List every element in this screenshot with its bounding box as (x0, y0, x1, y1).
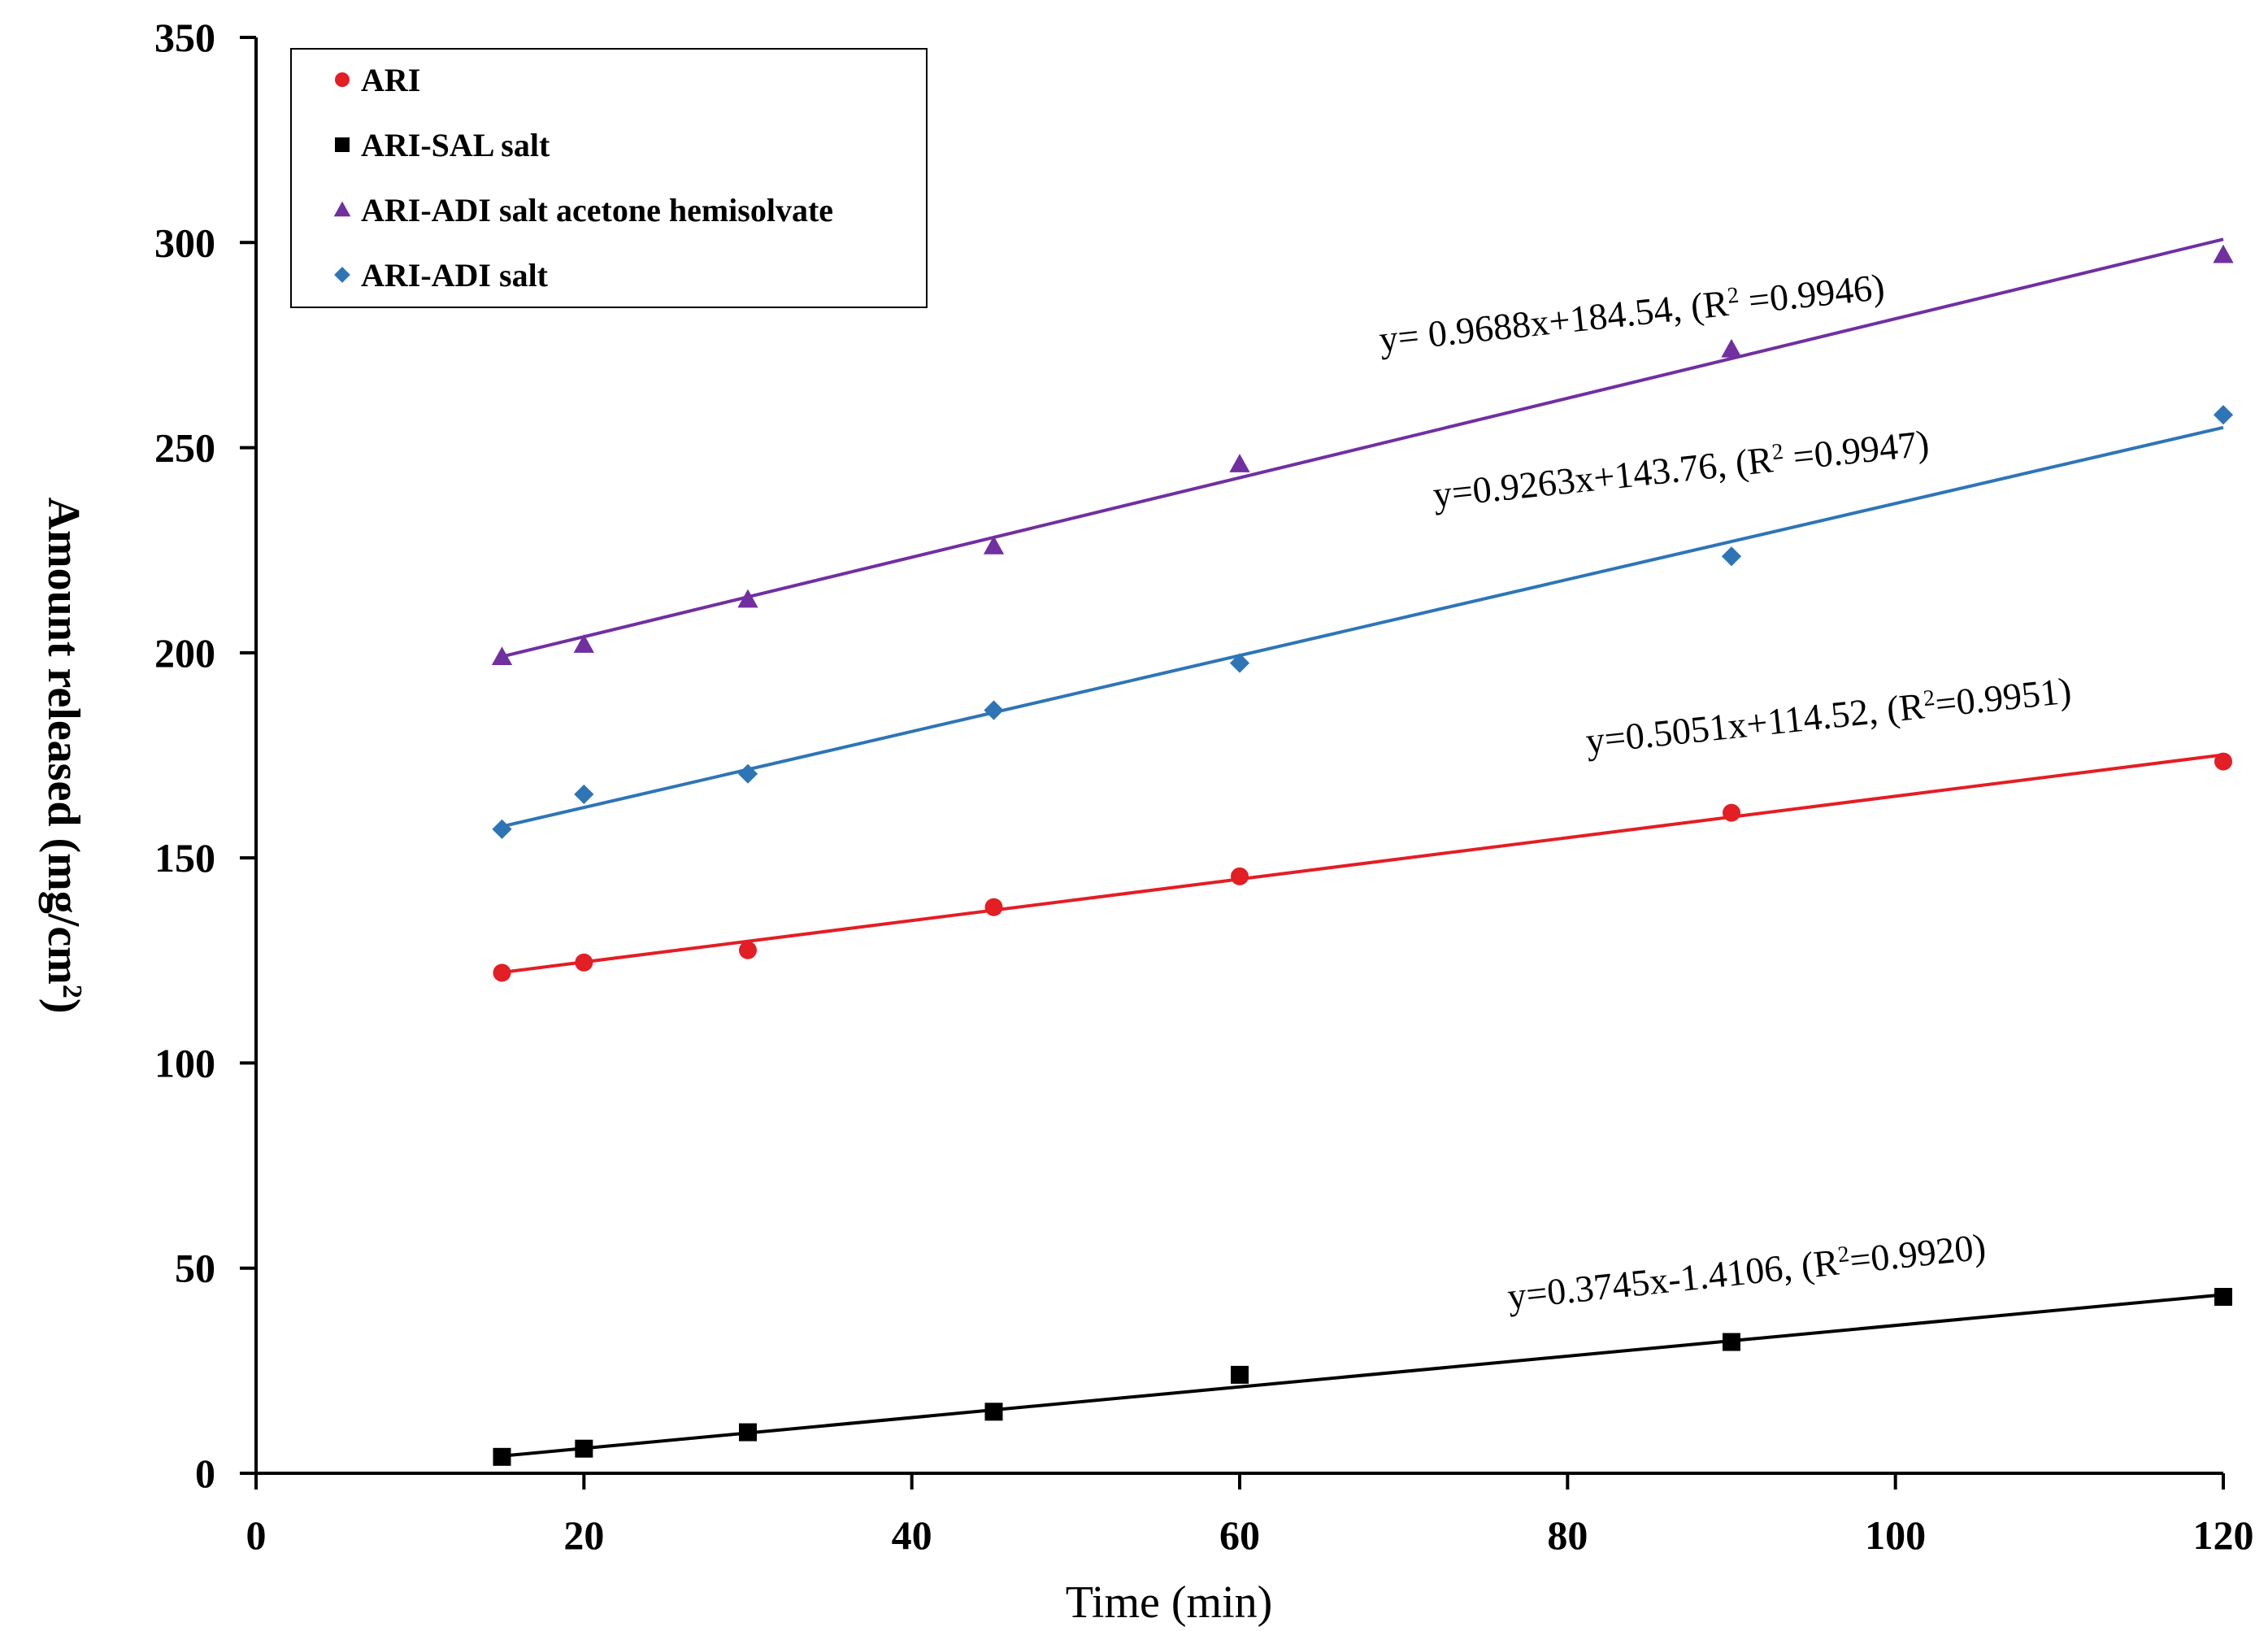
equation-tail: =0.9920) (1848, 1225, 1988, 1281)
x-tick-label: 120 (2193, 1512, 2254, 1558)
x-tick-label: 80 (1547, 1512, 1588, 1558)
data-point-ari-adi-salt (1229, 653, 1250, 673)
y-axis-title: Amount released (mg/cm2) (38, 498, 89, 1014)
equation-superscript: 2 (1771, 438, 1784, 464)
x-tick-label: 20 (563, 1512, 604, 1558)
data-point-ari-sal-salt (2214, 1288, 2232, 1307)
data-point-ari (984, 898, 1003, 916)
equation-tail: =0.9951) (1933, 669, 2073, 724)
equations: y=0.5051x+114.52, (R2=0.9951)y=0.3745x-1… (1377, 266, 2073, 1317)
legend-marker-ari-adi-salt-acetone-hemisolvate (333, 201, 351, 217)
trend-line-ari-adi-salt (502, 425, 2224, 829)
data-point-ari-adi-salt-acetone-hemisolvate (2213, 244, 2234, 263)
legend-box (290, 48, 928, 308)
data-point-ari-sal-salt (1231, 1365, 1249, 1384)
trend-lines (502, 237, 2224, 1458)
trend-line-ari-sal-salt (502, 1293, 2224, 1458)
data-point-ari (1723, 803, 1740, 822)
data-point-ari (1231, 867, 1249, 885)
trend-line-ari (502, 753, 2224, 974)
equation-main: y=0.3745x-1.4106, (R (1505, 1241, 1841, 1317)
y-ticks: 0 50 100 150 200 250 300 350 (154, 15, 256, 1496)
data-point-ari-adi-salt (492, 819, 512, 839)
equation-main: y= 0.9688x+184.54, (R (1377, 282, 1731, 360)
equation-superscript: 2 (1922, 685, 1936, 711)
y-tick-label: 100 (154, 1040, 215, 1085)
legend-label-ari-adi-salt: ARI-ADI salt (361, 257, 549, 294)
equation-ari-adi-salt-acetone-hemisolvate: y= 0.9688x+184.54, (R2 =0.9946) (1377, 266, 1887, 360)
data-point-ari-adi-salt-acetone-hemisolvate (983, 536, 1005, 555)
data-point-ari-adi-salt (737, 763, 758, 784)
legend: ARI ARI-SAL salt ARI-ADI salt acetone hemi… (290, 48, 928, 308)
x-tick-label: 100 (1865, 1512, 1926, 1558)
legend-marker-ari-adi-salt (334, 267, 350, 283)
data-point-ari-adi-salt (984, 700, 1004, 720)
equation-tail: =0.9946) (1737, 266, 1887, 322)
x-tick-label: 40 (892, 1512, 932, 1558)
data-point-ari-adi-salt-acetone-hemisolvate (1229, 454, 1250, 472)
legend-label-ari-adi-salt-acetone-hemisolvate: ARI-ADI salt acetone hemisolvate (361, 192, 833, 228)
markers (491, 244, 2234, 1466)
equation-ari-sal-salt: y=0.3745x-1.4106, (R2=0.9920) (1505, 1225, 1988, 1317)
equation-tail: =0.9947) (1782, 422, 1931, 478)
equation-main: y=0.9263x+143.76, (R (1431, 438, 1775, 515)
y-tick-label: 50 (175, 1246, 215, 1291)
y-axis-title-superscript: 2 (58, 985, 88, 998)
data-point-ari-sal-salt (739, 1423, 757, 1442)
y-tick-label: 250 (154, 425, 215, 471)
data-point-ari (739, 941, 757, 959)
data-point-ari-sal-salt (1723, 1333, 1740, 1351)
equation-main: y=0.5051x+114.52, (R (1584, 685, 1927, 761)
data-point-ari (2214, 752, 2232, 771)
data-point-ari-adi-salt (574, 784, 594, 805)
data-point-ari-adi-salt-acetone-hemisolvate (491, 646, 513, 666)
data-point-ari-adi-salt-acetone-hemisolvate (1721, 338, 1742, 358)
legend-marker-ari-sal-salt (335, 137, 350, 152)
legend-marker-ari (335, 72, 350, 87)
y-axis-title-main: Amount released (mg/cm (38, 498, 89, 985)
equation-superscript: 2 (1726, 282, 1740, 308)
x-ticks: 0 20 40 60 80 100 120 (246, 1473, 2254, 1558)
y-tick-label: 350 (154, 15, 215, 60)
data-point-ari-adi-salt (1721, 546, 1742, 567)
legend-label-ari: ARI (361, 62, 420, 98)
data-point-ari-sal-salt (575, 1439, 593, 1458)
data-point-ari (575, 953, 593, 972)
y-tick-label: 300 (154, 220, 215, 265)
equation-ari-adi-salt: y=0.9263x+143.76, (R2 =0.9947) (1431, 422, 1931, 515)
equation-ari: y=0.5051x+114.52, (R2=0.9951) (1584, 669, 2073, 761)
y-axis-title-close: ) (38, 998, 89, 1014)
data-point-ari-adi-salt-acetone-hemisolvate (573, 634, 594, 653)
data-point-ari-sal-salt (984, 1403, 1003, 1421)
x-tick-label: 60 (1219, 1512, 1260, 1558)
data-point-ari-sal-salt (493, 1447, 511, 1466)
x-tick-label: 0 (246, 1512, 267, 1558)
y-tick-label: 200 (154, 630, 215, 676)
legend-label-ari-sal-salt: ARI-SAL salt (361, 127, 550, 163)
equation-superscript: 2 (1836, 1242, 1850, 1268)
data-point-ari-adi-salt (2213, 405, 2234, 425)
y-tick-label: 0 (195, 1451, 215, 1496)
data-point-ari-adi-salt-acetone-hemisolvate (737, 589, 758, 608)
x-axis-title: Time (min) (1066, 1577, 1273, 1628)
data-point-ari (493, 963, 511, 982)
trend-line-ari-adi-salt-acetone-hemisolvate (502, 237, 2224, 659)
y-tick-label: 150 (154, 835, 215, 881)
